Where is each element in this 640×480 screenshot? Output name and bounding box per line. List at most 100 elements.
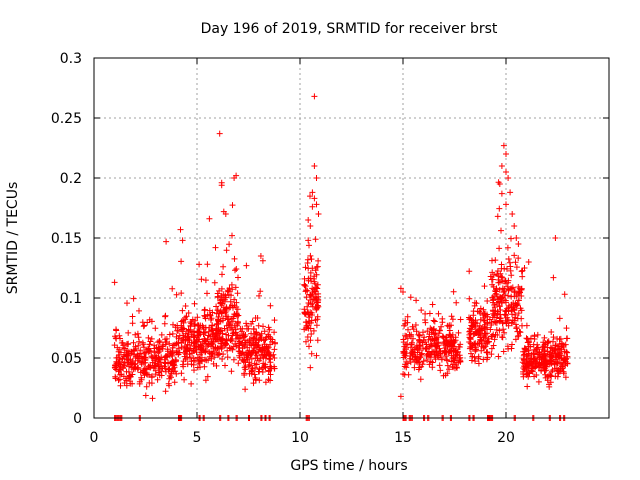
data-point [128, 364, 135, 371]
data-point [419, 350, 425, 357]
data-point [556, 315, 563, 322]
data-point [225, 313, 231, 320]
data-point [411, 364, 418, 371]
data-point [169, 344, 176, 351]
data-point [186, 351, 193, 357]
data-point [119, 355, 126, 362]
data-point [535, 378, 542, 385]
data-point [234, 306, 241, 313]
data-point [131, 347, 138, 354]
data-point [221, 308, 228, 315]
data-point [165, 366, 172, 373]
data-point [218, 327, 225, 334]
data-point [113, 363, 120, 369]
data-point [151, 349, 158, 356]
data-point [453, 351, 460, 358]
data-point [545, 338, 552, 345]
data-point [475, 353, 482, 360]
data-point [515, 332, 522, 339]
y-tick-label: 0.1 [60, 291, 82, 307]
data-point [494, 308, 501, 315]
data-point [308, 301, 314, 308]
data-point [127, 356, 134, 363]
data-point [312, 267, 319, 274]
data-point [161, 320, 168, 327]
data-point [246, 336, 253, 343]
data-point [169, 350, 176, 357]
data-point [504, 318, 511, 324]
data-point [410, 356, 416, 363]
data-point [224, 327, 231, 333]
data-point [431, 325, 437, 332]
data-point [192, 346, 199, 353]
data-point [180, 363, 187, 370]
data-point [261, 363, 268, 370]
data-point [240, 357, 247, 364]
data-point [131, 361, 138, 368]
data-point [427, 351, 434, 358]
data-point [437, 348, 444, 355]
data-point [523, 322, 530, 329]
data-point [132, 331, 139, 338]
data-point [252, 364, 259, 371]
data-point [234, 290, 241, 297]
data-point [148, 335, 155, 342]
data-point [422, 310, 429, 317]
data-point [209, 327, 216, 334]
data-point [202, 377, 209, 384]
data-point [314, 281, 321, 288]
data-point [547, 379, 554, 386]
data-point [194, 314, 201, 321]
data-point [540, 339, 547, 346]
data-point [515, 297, 522, 304]
data-point [524, 339, 531, 346]
data-point [205, 341, 212, 347]
data-point [538, 356, 545, 363]
data-point [226, 344, 233, 351]
data-point [227, 304, 234, 311]
data-point [189, 329, 196, 335]
data-point [561, 356, 568, 363]
data-point [157, 359, 164, 366]
data-point [313, 264, 320, 270]
data-point [432, 330, 439, 337]
data-point [191, 300, 198, 307]
data-point [498, 227, 504, 234]
data-point [307, 223, 314, 229]
data-point [240, 334, 247, 341]
data-point [524, 383, 531, 390]
data-point [220, 315, 227, 322]
data-point [496, 327, 503, 334]
data-point [249, 339, 256, 346]
data-point [430, 317, 437, 324]
data-point [469, 344, 476, 351]
data-point [231, 322, 238, 329]
data-point [244, 339, 250, 346]
data-point [173, 340, 180, 347]
data-point [161, 363, 168, 370]
data-point [116, 332, 123, 339]
y-tick-label: 0.15 [51, 231, 82, 247]
data-point [253, 361, 260, 368]
data-point [553, 353, 560, 360]
data-point [271, 317, 278, 324]
data-point [232, 284, 239, 291]
data-point [261, 347, 268, 354]
data-point [143, 371, 150, 378]
data-point [527, 343, 534, 350]
data-point [149, 395, 156, 402]
data-point [397, 285, 404, 292]
data-point [218, 296, 225, 303]
data-point [481, 310, 488, 317]
data-point [144, 319, 151, 326]
data-point [301, 310, 308, 317]
data-point [197, 357, 204, 364]
data-point [477, 310, 484, 316]
data-point [242, 366, 249, 373]
data-point [502, 312, 509, 319]
data-point [420, 329, 426, 336]
data-point [521, 265, 528, 271]
data-point [122, 345, 128, 352]
data-point [503, 151, 509, 157]
data-point [307, 337, 314, 344]
